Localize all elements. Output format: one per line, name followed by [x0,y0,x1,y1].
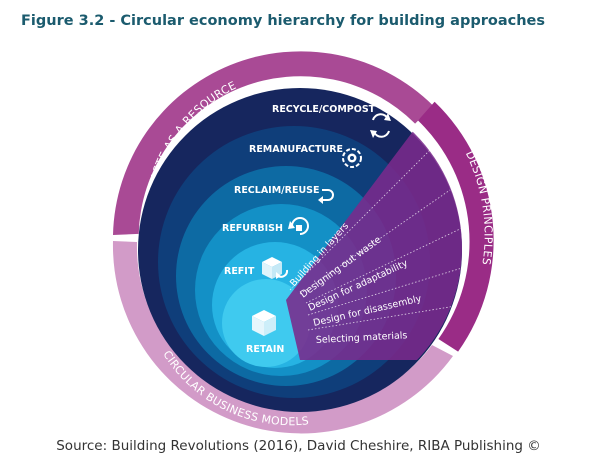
return-arrow-icon [318,189,334,204]
figure-source: Source: Building Revolutions (2016), Dav… [56,438,541,454]
level-recycle-label: RECYCLE/COMPOST [272,104,376,115]
level-remanufacture-label: REMANUFACTURE [249,144,343,155]
recycle-icon [370,113,391,138]
level-reclaim-label: RECLAIM/REUSE [234,185,320,196]
design-principles-wedge [286,122,462,360]
level-refurbish-label: REFURBISH [222,223,283,234]
box-refit-icon [262,257,289,279]
figure-title: Figure 3.2 - Circular economy hierarchy … [21,13,545,29]
circular-business-models-ring [112,241,453,434]
principle-selecting-materials: Selecting materials [316,330,408,346]
level-refit-label: REFIT [224,266,255,277]
refurbish-cycle-icon [288,217,309,235]
box-icon [252,310,276,336]
level-retain-label: RETAIN [246,344,284,355]
wedge-dividers [289,149,462,331]
design-principles-ring [418,101,494,352]
waste-as-resource-ring [113,51,434,236]
gear-cycle-icon [342,148,362,168]
